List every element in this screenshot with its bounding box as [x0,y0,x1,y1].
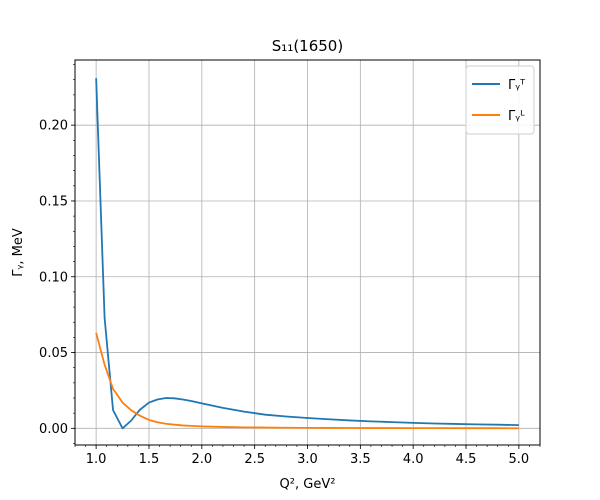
x-tick-label: 1.5 [139,452,160,467]
series-group [95,78,519,430]
series-line-longitudinal [95,332,519,430]
x-tick-label: 1.0 [86,452,107,467]
x-tick-label: 5.0 [509,452,530,467]
y-tick-label: 0.15 [39,194,68,209]
x-tick-label: 2.5 [244,452,265,467]
legend: Γᵧᵀ Γᵧᴸ [465,65,535,135]
y-axis-label: Γᵧ, MeV [11,228,26,277]
x-tick-label: 4.5 [456,452,477,467]
y-tick-label: 0.00 [39,422,68,437]
x-tick-label: 2.0 [191,452,212,467]
legend-label-transverse: Γᵧᵀ [508,78,526,93]
x-tick-label: 3.0 [297,452,318,467]
y-tick-label: 0.10 [39,270,68,285]
x-tick-label: 4.0 [403,452,424,467]
chart-title: S₁₁(1650) [272,37,343,55]
y-tick-label: 0.05 [39,346,68,361]
y-tick-label: 0.20 [39,119,68,134]
ticks: 1.0 1.5 2.0 2.5 3.0 3.5 4.0 4.5 5.0 0.00 0.05 0.10 0… [39,64,541,467]
legend-label-longitudinal: Γᵧᴸ [508,109,525,124]
series-line-transverse [95,78,519,430]
x-tick-label: 3.5 [350,452,371,467]
x-axis-label: Q², GeV² [280,477,336,492]
